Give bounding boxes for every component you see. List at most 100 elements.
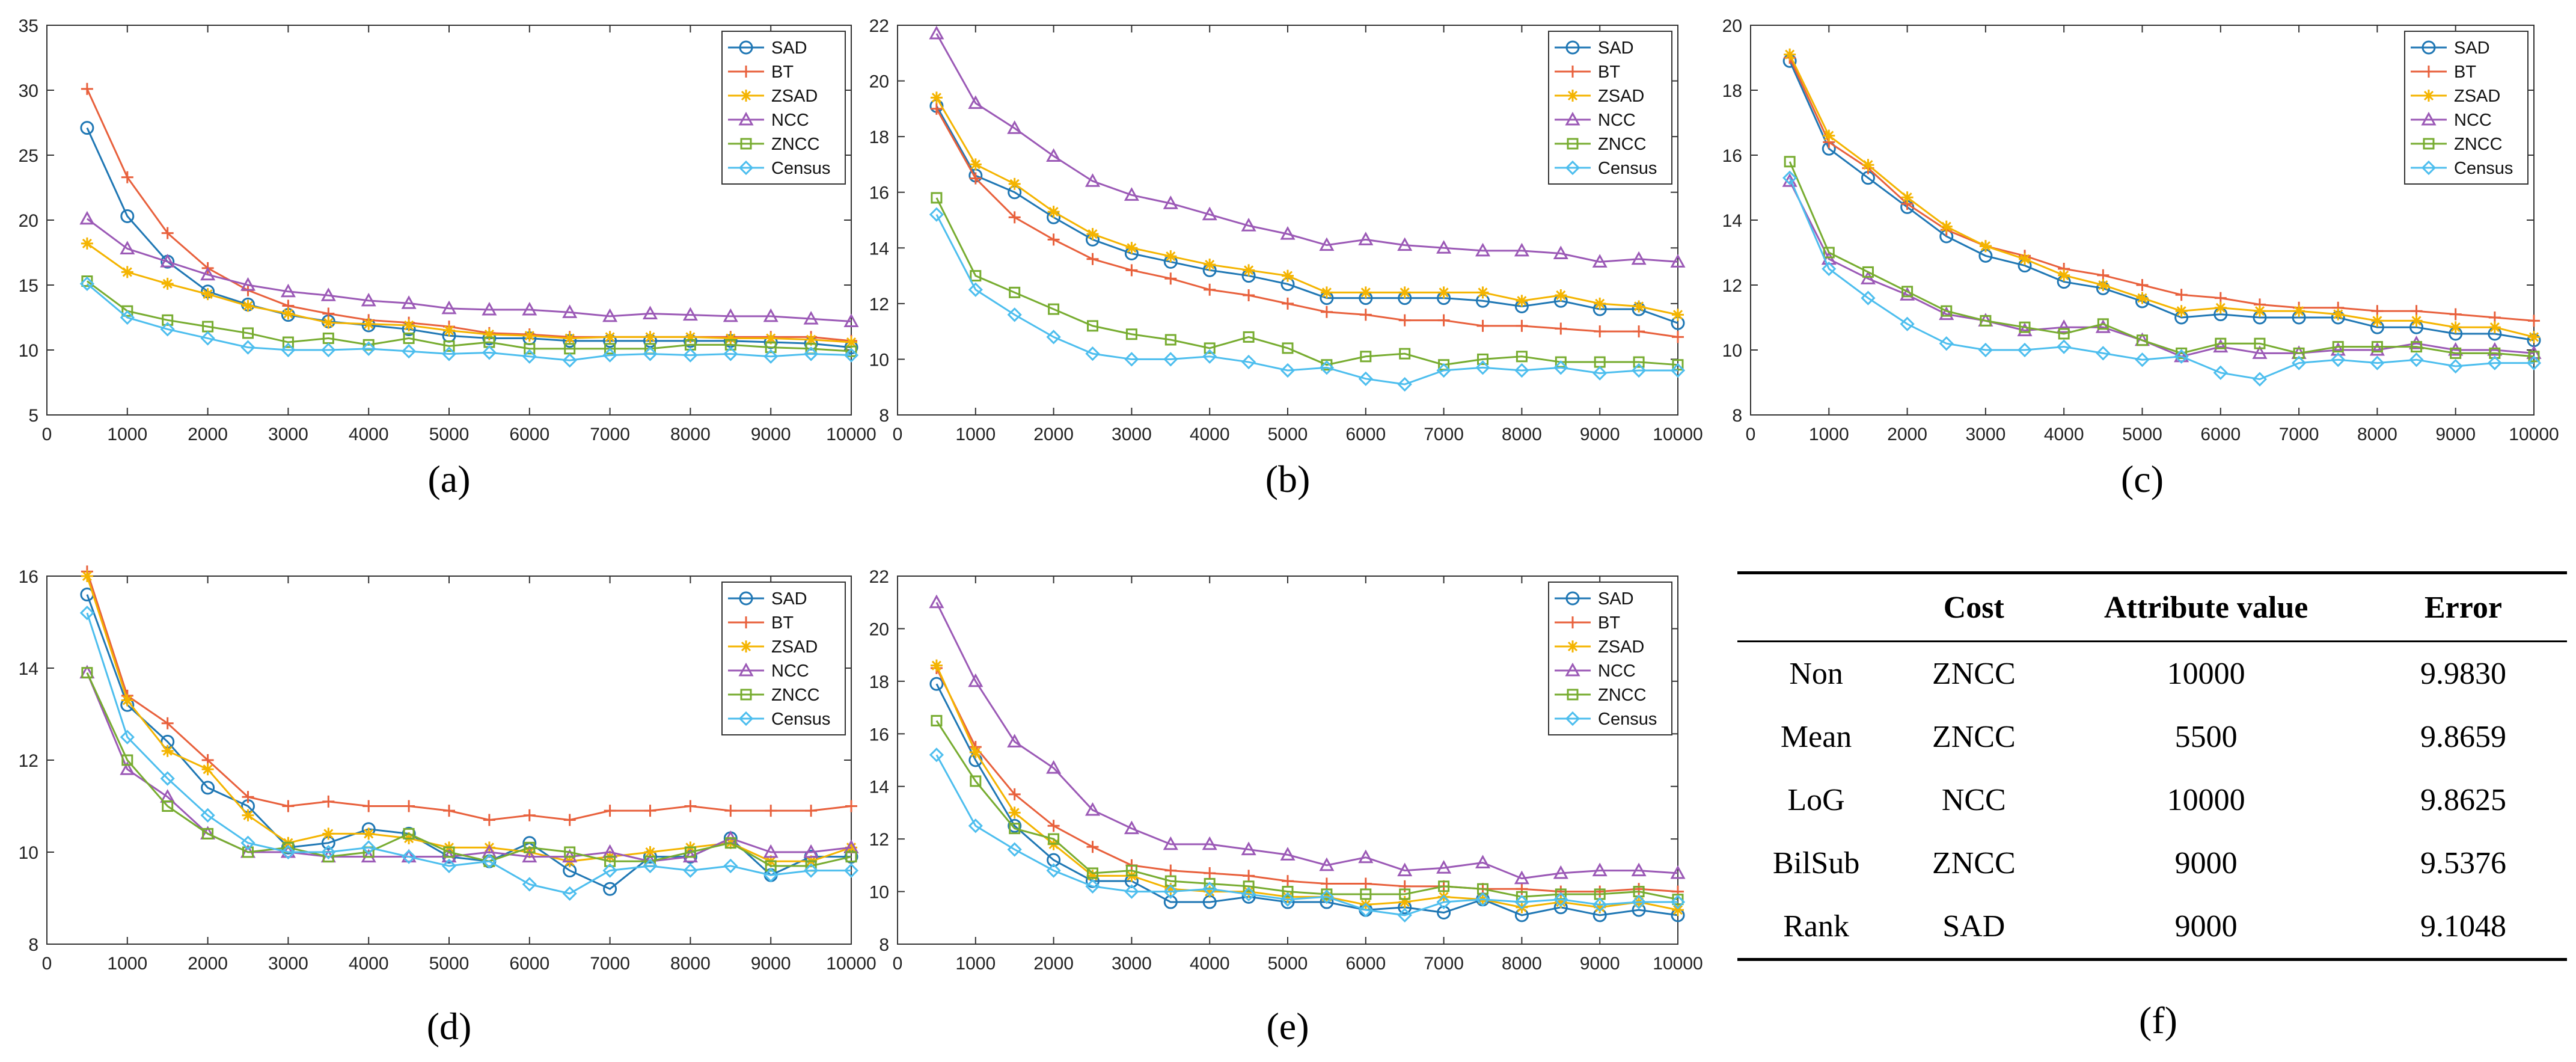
data-point-ncc [1124,187,1139,201]
y-tick-label: 15 [19,276,38,296]
data-point-zncc [765,342,777,354]
y-tick-label: 8 [879,935,889,955]
data-point-zsad [1672,308,1684,321]
data-point-census [1046,330,1061,345]
data-point-zsad [403,319,415,331]
data-point-census [2487,355,2502,370]
data-point-bt [1516,883,1528,895]
x-tick-label: 0 [42,425,52,444]
data-point-ncc [1358,232,1374,245]
data-point-zncc [2332,341,2344,353]
table-header-cell: Error [2359,574,2567,642]
data-point-census [1319,889,1335,904]
table-cell: ZNCC [1932,846,2016,880]
data-point-zncc [1862,266,1874,278]
data-point-census [1085,346,1100,361]
legend-entry: ZNCC [2454,135,2503,154]
x-tick-label: 7000 [590,954,630,974]
data-point-ncc [1046,148,1062,162]
table-cell: Non [1789,657,1843,691]
data-point-ncc [1436,240,1452,254]
x-tick-label: 0 [1746,425,1756,444]
data-point-zsad [242,299,254,312]
data-point-zsad [1204,259,1216,271]
data-point-ncc [79,210,95,225]
x-tick-label: 5000 [429,425,470,444]
data-point-zsad [322,827,335,840]
data-point-sad [120,209,135,224]
data-point-zsad [121,694,133,707]
table-cell: ZNCC [1932,720,2016,754]
data-point-zsad [523,330,536,342]
data-point-zsad [2097,279,2109,291]
panel-label: (a) [427,458,470,500]
data-point-bt [1476,319,1489,332]
plot-area [897,25,1678,416]
legend-marker [1565,662,1580,677]
x-tick-label: 9000 [1580,954,1620,974]
data-point-zsad [930,659,943,672]
data-point-zncc [1009,286,1021,298]
legend-entry: SAD [771,38,807,58]
data-point-bt [322,795,335,808]
data-point-ncc [1280,847,1296,861]
x-tick-label: 2000 [1033,954,1074,974]
data-point-zsad [2136,292,2149,304]
x-tick-label: 1000 [955,425,996,444]
data-point-bt [1516,319,1528,332]
series-line-zsad [935,665,1678,911]
data-point-bt [1672,331,1684,343]
data-point-census [1319,360,1335,375]
data-point-census [968,818,983,833]
data-point-bt [2449,308,2462,321]
data-point-zsad [81,570,93,582]
data-point-census [1163,352,1178,367]
panel-label-f: (f) [2139,999,2177,1042]
data-point-zncc [1321,359,1333,371]
data-point-census [1978,342,1993,358]
x-tick-label: 5000 [1268,425,1308,444]
data-point-bt [930,102,943,115]
chart-panel: 0 1000 2000 3000 4000 5000 6000 7000 8000 9000 100… [19,16,877,500]
legend-box [2404,31,2529,185]
data-point-census [2526,355,2542,370]
data-point-census [1670,363,1686,378]
data-point-sad [201,781,215,795]
legend-marker [739,40,753,55]
data-point-census [2252,372,2268,387]
series-line-ncc [87,218,852,322]
data-point-bt [684,800,697,812]
data-point-zsad [845,336,857,349]
data-point-zsad [201,763,214,776]
x-tick-label: 8000 [1502,425,1542,444]
data-point-ncc [1514,870,1529,885]
y-tick-label: 30 [19,81,38,101]
data-point-ncc [929,25,944,40]
data-point-census [1514,894,1529,910]
data-point-bt [1555,322,1567,335]
chart-panel: 0 1000 2000 3000 4000 5000 6000 7000 8000 9000 100… [19,565,877,1048]
data-point-census [1241,354,1256,370]
y-tick-label: 14 [1722,211,1742,231]
data-point-ncc [1592,254,1608,268]
series-line-bt [86,88,852,342]
data-point-ncc [2095,319,2111,333]
data-point-census [2213,365,2228,380]
y-tick-label: 12 [869,830,889,850]
data-point-zncc [765,860,777,872]
data-point-zncc [1477,353,1488,365]
x-tick-label: 10000 [826,425,876,444]
data-point-census [1397,907,1412,923]
x-tick-label: 9000 [751,425,791,444]
data-point-ncc [1280,226,1296,240]
data-point-ncc [1202,206,1217,221]
panel-label: (b) [1265,458,1311,500]
y-tick-label: 12 [19,751,38,771]
data-point-ncc [1007,734,1023,747]
data-point-ncc [1085,802,1101,816]
data-point-bt [1047,233,1060,246]
x-tick-label: 1000 [955,954,996,974]
legend-marker [738,711,754,726]
series-line-bt [935,108,1678,338]
data-point-zsad [282,307,295,320]
